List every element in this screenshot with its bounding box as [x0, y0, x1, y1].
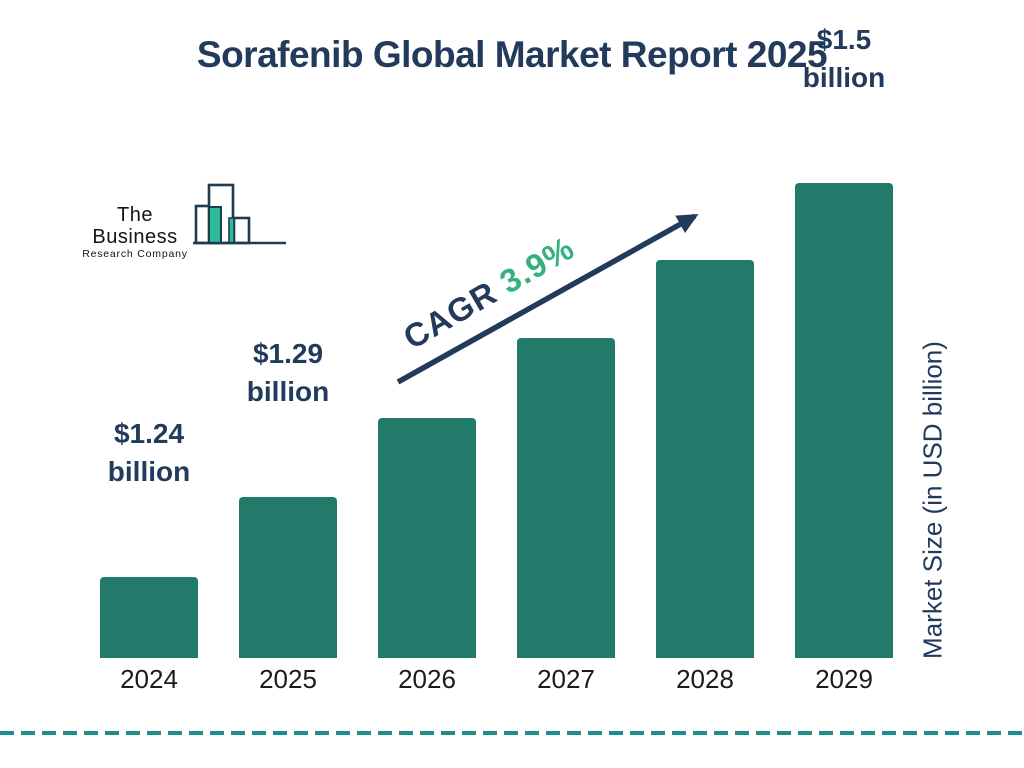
- value-label-2029: $1.5 billion: [802, 24, 886, 93]
- logo-name: The Business: [92, 204, 178, 248]
- bar-2027: [517, 338, 615, 658]
- value-label-2025: $1.29 billion: [246, 338, 330, 407]
- cagr-trend-arrow: [396, 213, 699, 385]
- y-axis-label: Market Size (in USD billion): [917, 341, 948, 659]
- x-tick-label-2024: 2024: [120, 664, 178, 694]
- company-logo: The Business Research Company: [74, 183, 289, 266]
- bar-2029: [795, 183, 893, 658]
- x-tick-label-2025: 2025: [259, 664, 317, 694]
- x-tick-label-2027: 2027: [537, 664, 595, 694]
- logo-text: The Business Research Company: [74, 204, 196, 260]
- footer-dashed-divider: [0, 731, 1024, 735]
- value-label-2024: $1.24 billion: [107, 418, 191, 487]
- bar-2025: [239, 497, 337, 658]
- page-title: Sorafenib Global Market Report 2025: [196, 34, 828, 75]
- bar-2026: [378, 418, 476, 658]
- x-tick-label-2029: 2029: [815, 664, 873, 694]
- logo-subname: Research Company: [82, 248, 188, 260]
- bar-2028: [656, 260, 754, 658]
- x-tick-label-2026: 2026: [398, 664, 456, 694]
- bar-2024: [100, 577, 198, 658]
- logo-bar-chart-icon: [193, 183, 286, 245]
- x-tick-label-2028: 2028: [676, 664, 734, 694]
